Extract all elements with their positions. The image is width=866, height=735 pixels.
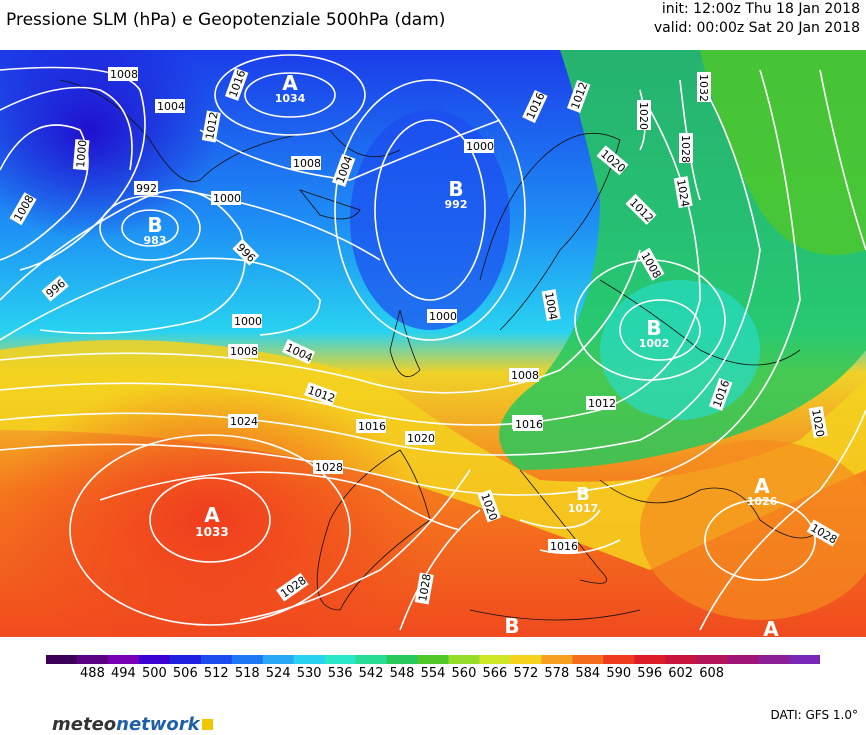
low-center-letter: B xyxy=(504,614,519,637)
high-center-letter: A xyxy=(763,617,779,637)
colorbar-swatch xyxy=(634,655,666,664)
isobar-label: 992 xyxy=(136,182,157,195)
isobar-label: 1004 xyxy=(157,100,185,113)
pressure-centers: A 1034 B 983 B 992 B 1002 A 1033 A 1026 … xyxy=(144,71,780,637)
colorbar-swatch xyxy=(572,655,604,664)
isobar-label: 1012 xyxy=(588,397,616,410)
colorbar-labels: 488 494 500 506 512 518 524 530 536 542 548 554 560 5… xyxy=(46,666,820,684)
colorbar-swatch xyxy=(107,655,140,664)
colorbar-swatch xyxy=(603,655,635,664)
run-info: init: 12:00z Thu 18 Jan 2018 valid: 00:0… xyxy=(654,0,860,38)
colorbar-swatch xyxy=(727,655,759,664)
colorbar-tick-label: 536 xyxy=(327,666,353,681)
high-center-value: 1034 xyxy=(275,92,306,105)
isobar-label: 1016 xyxy=(358,420,386,433)
colorbar-swatch xyxy=(510,655,542,664)
isobar-label: 1024 xyxy=(674,178,692,208)
isobar-label: 1024 xyxy=(230,415,258,428)
isobar-label: 1028 xyxy=(416,573,434,603)
colorbar-tick-label: 500 xyxy=(141,666,167,681)
colorbar-tick-label: 590 xyxy=(606,666,632,681)
isobar-label: 1016 xyxy=(550,540,578,553)
colorbar-swatch xyxy=(46,655,78,664)
colorbar-swatch xyxy=(231,655,264,664)
isobar-label: 1020 xyxy=(407,432,435,445)
low-center-letter: B xyxy=(448,177,463,201)
colorbar-swatch xyxy=(789,655,820,664)
colorbar-swatch xyxy=(541,655,573,664)
colorbar-swatch xyxy=(665,655,697,664)
high-center-letter: A xyxy=(204,503,220,527)
low-center-letter: B xyxy=(646,316,661,340)
colorbar-swatch xyxy=(386,655,419,664)
isobar-label: 1012 xyxy=(203,111,221,141)
isobar-label: 1032 xyxy=(697,74,710,102)
isobar-label: 1004 xyxy=(542,291,560,321)
high-center-letter: A xyxy=(754,474,770,498)
chart-title: Pressione SLM (hPa) e Geopotenziale 500h… xyxy=(6,10,446,30)
isobar-label: 1000 xyxy=(213,192,241,205)
colorbar-tick-label: 512 xyxy=(203,666,229,681)
colorbar-swatch xyxy=(696,655,728,664)
colorbar-swatch xyxy=(200,655,233,664)
init-time: init: 12:00z Thu 18 Jan 2018 xyxy=(661,1,860,17)
isobar-label: 1000 xyxy=(234,315,262,328)
colorbar-swatch xyxy=(293,655,326,664)
colorbar-swatch xyxy=(169,655,202,664)
colorbar-tick-label: 542 xyxy=(358,666,384,681)
isobar-label: 1020 xyxy=(637,102,650,130)
data-source: DATI: GFS 1.0° xyxy=(770,708,858,722)
isobar-label: 1008 xyxy=(110,68,138,81)
isobar-label: 1028 xyxy=(315,461,343,474)
colorbar-swatch xyxy=(417,655,449,664)
isobar-label: 1020 xyxy=(809,408,827,438)
low-center-letter: B xyxy=(147,213,162,237)
colorbar-tick-label: 584 xyxy=(575,666,601,681)
high-center-letter: A xyxy=(282,71,298,95)
low-center-value: 983 xyxy=(144,234,167,247)
isobar-label: 1000 xyxy=(74,139,89,168)
colorbar-tick-label: 560 xyxy=(451,666,477,681)
colorbar-tick-label: 566 xyxy=(482,666,508,681)
isobar-label: 1000 xyxy=(466,140,494,153)
colorbar-tick-label: 608 xyxy=(699,666,725,681)
colorbar-swatch xyxy=(262,655,295,664)
colorbar-swatch xyxy=(324,655,357,664)
colorbar-tick-label: 578 xyxy=(544,666,570,681)
colorbar-tick-label: 494 xyxy=(110,666,136,681)
colorbar-tick-label: 602 xyxy=(668,666,694,681)
isobar-label: 1000 xyxy=(429,310,457,323)
isobar-label: 1016 xyxy=(515,418,543,431)
colorbar-tick-label: 506 xyxy=(172,666,198,681)
colorbar-swatch xyxy=(138,655,171,664)
low-center-value: 992 xyxy=(445,198,468,211)
low-center-letter: B xyxy=(576,484,590,505)
low-center-value: 1002 xyxy=(639,337,670,350)
colorbar-swatch xyxy=(355,655,388,664)
isobar-label: 1008 xyxy=(511,369,539,382)
colorbar-tick-label: 518 xyxy=(234,666,260,681)
colorbar-tick-label: 488 xyxy=(80,666,105,681)
low-center-value: 1017 xyxy=(568,502,599,515)
colorbar-tick-label: 530 xyxy=(296,666,322,681)
colorbar-tick-label: 596 xyxy=(637,666,663,681)
colorbar-tick-label: 572 xyxy=(513,666,539,681)
isobar-label: 1028 xyxy=(679,135,692,163)
valid-time: valid: 00:00z Sat 20 Jan 2018 xyxy=(653,20,860,36)
weather-map: 1008 1004 1016 1012 1000 992 1008 1000 9… xyxy=(0,50,866,637)
colorbar-swatch xyxy=(479,655,511,664)
colorbar-tick-label: 524 xyxy=(265,666,291,681)
high-center-value: 1026 xyxy=(747,495,778,508)
colorbar-tick-label: 554 xyxy=(420,666,446,681)
colorbar xyxy=(46,655,820,664)
colorbar-tick-label: 548 xyxy=(389,666,415,681)
colorbar-swatch xyxy=(76,655,109,664)
high-center-value: 1033 xyxy=(195,525,228,539)
isobar-label: 1008 xyxy=(230,345,258,358)
meteonetwork-logo: meteonetwork xyxy=(52,714,213,735)
colorbar-swatch xyxy=(448,655,480,664)
colorbar-swatch xyxy=(758,655,790,664)
isobar-label: 1008 xyxy=(293,157,321,170)
